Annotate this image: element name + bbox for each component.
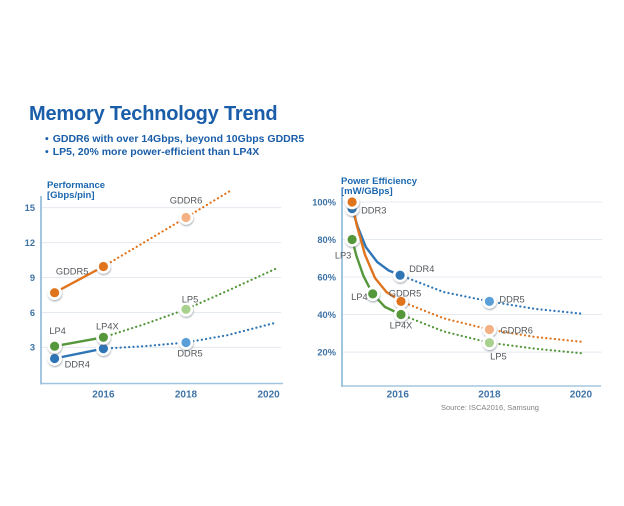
power-efficiency-chart-title: Power Efficiency [mW/GBps]: [341, 176, 418, 198]
data-point-DDR4-2016: [98, 344, 108, 354]
series-label-LP4: LP4: [49, 326, 66, 336]
series-label-LP5: LP5: [490, 352, 507, 362]
x-tick-label: 2018: [175, 390, 198, 401]
series-label-LP4X: LP4X: [390, 321, 413, 331]
bullet-item: • LP5, 20% more power-efficient than LP4X: [45, 146, 304, 159]
data-point-GDDR5: [396, 296, 406, 306]
data-point-LP5: [484, 338, 494, 348]
series-label-LP5: LP5: [182, 294, 199, 304]
data-point-DDR5: [484, 296, 494, 306]
data-point-LP4: [368, 289, 378, 299]
series-line-LPDDR-projected: [102, 267, 278, 339]
x-tick-label: 2016: [387, 390, 410, 401]
data-point-LP3: [347, 234, 357, 245]
series-label-LP4X: LP4X: [96, 321, 119, 331]
series-label-DDR5: DDR5: [177, 349, 202, 359]
series-line-GDDR-projected: [399, 300, 583, 343]
series-label-DDR5: DDR5: [499, 294, 524, 304]
y-tick-label: 40%: [317, 310, 336, 320]
y-tick-label: 6: [30, 308, 35, 318]
series-label-GDDR5: GDDR5: [56, 267, 89, 277]
bullet-text: LP5, 20% more power-efficient than LP4X: [52, 146, 260, 158]
y-tick-label: 80%: [317, 235, 336, 245]
series-line-GDDR-projected: [102, 188, 234, 268]
series-line-DDR-projected: [399, 274, 583, 315]
data-point-DDR4: [395, 270, 405, 280]
data-point-DDR5: [181, 337, 191, 348]
series-label-DDR4: DDR4: [65, 360, 90, 370]
data-point-DDR4: [50, 353, 60, 364]
series-label-GDDR6: GDDR6: [170, 196, 203, 206]
data-point-GDDR6: [484, 324, 494, 335]
data-point-GDDR-2015: [347, 197, 357, 207]
page-title: Memory Technology Trend: [29, 103, 278, 125]
y-tick-label: 20%: [317, 347, 336, 357]
performance-chart-title-line2: [Gbps/pin]: [47, 190, 95, 202]
y-tick-label: 15: [25, 203, 35, 213]
bullet-icon: •: [45, 146, 49, 158]
series-line-LPDDR-solid: [53, 336, 105, 348]
power-efficiency-chart-title-line1: Power Efficiency: [341, 176, 418, 187]
data-point-LP4X: [396, 309, 406, 320]
data-point-GDDR5-2015: [50, 288, 60, 298]
y-tick-label: 12: [25, 238, 35, 248]
x-tick-label: 2016: [92, 390, 115, 401]
y-tick-label: 3: [30, 343, 35, 353]
x-tick-label: 2020: [570, 390, 593, 401]
series-label-LP4: LP4: [351, 292, 368, 302]
data-point-LP5: [181, 304, 191, 314]
power-efficiency-chart-title-line2: [mW/GBps]: [341, 186, 393, 198]
data-point-GDDR5: [98, 261, 108, 272]
bullet-text: GDDR6 with over 14Gbps, beyond 10Gbps GD…: [52, 133, 305, 145]
data-point-GDDR6: [181, 212, 191, 223]
power-efficiency-chart: 20% 40% 60% 80% 100% 2016 2018 2020 DDR3 LP3 DDR4 L…: [312, 194, 602, 401]
bullet-list: • GDDR6 with over 14Gbps, beyond 10Gbps G…: [45, 133, 304, 159]
series-label-DDR3: DDR3: [361, 206, 386, 216]
series-line-GDDR-solid: [53, 265, 105, 294]
y-tick-label: 100%: [312, 197, 337, 207]
bullet-icon: •: [45, 133, 49, 145]
series-label-GDDR6: GDDR6: [500, 326, 533, 336]
series-line-LPDDR-projected: [399, 313, 585, 355]
x-tick-label: 2020: [257, 390, 280, 401]
data-point-LP4X: [98, 332, 108, 342]
y-tick-label: 9: [30, 273, 35, 283]
y-tick-label: 60%: [317, 272, 336, 282]
x-tick-label: 2018: [478, 390, 501, 401]
performance-chart-title-line1: Performance: [47, 180, 106, 191]
bullet-item: • GDDR6 with over 14Gbps, beyond 10Gbps G…: [45, 133, 304, 146]
source-caption: Source: ISCA2016, Samsung: [441, 403, 539, 412]
series-line-GDDR-solid: [350, 200, 403, 303]
series-label-DDR4: DDR4: [409, 264, 434, 274]
performance-chart: 3 6 9 12 15 2016 2018 2020 GDDR5 GDDR6 LP4 LP4X LP5 D…: [25, 188, 283, 401]
series-label-LP3: LP3: [335, 251, 352, 261]
series-line-DDR-solid: [53, 347, 105, 360]
series-line-LPDDR-solid: [350, 238, 403, 316]
data-point-LP4: [50, 341, 60, 351]
series-label-GDDR5: GDDR5: [389, 288, 422, 298]
performance-chart-title: Performance [Gbps/pin]: [47, 180, 106, 202]
